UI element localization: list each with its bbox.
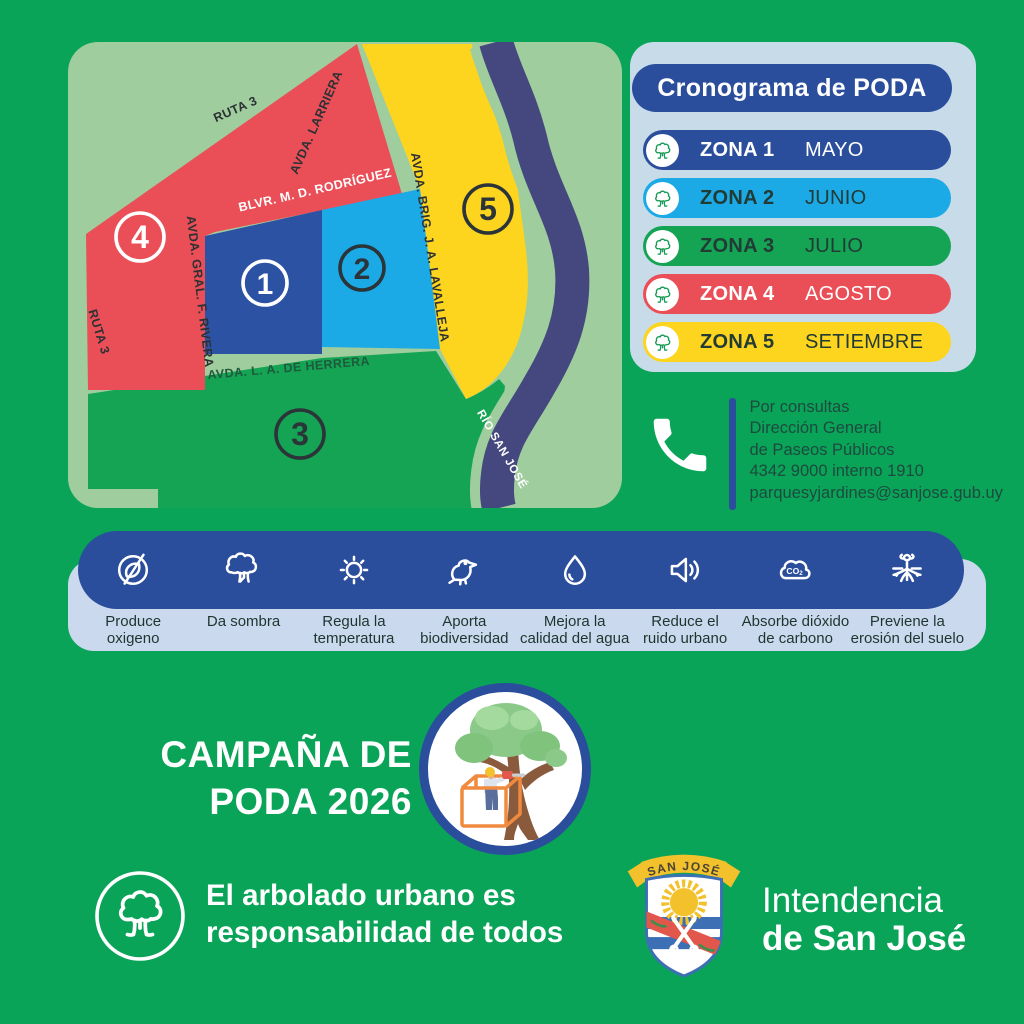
tree-icon bbox=[221, 531, 267, 609]
tree-icon bbox=[646, 325, 679, 359]
benefit-produce-oxigeno: Produce oxigeno bbox=[78, 531, 188, 647]
slogan-line2: responsabilidad de todos bbox=[206, 916, 564, 949]
svg-text:5: 5 bbox=[479, 191, 497, 227]
svg-text:4: 4 bbox=[131, 219, 149, 255]
zone-month: MAYO bbox=[805, 138, 864, 161]
zone-map: 1 2 3 4 5 RUTA 3 AVDA. LARRIERA BLVR. M.… bbox=[68, 42, 622, 508]
svg-text:2: 2 bbox=[354, 253, 371, 286]
speaker-icon bbox=[662, 531, 708, 609]
intendencia-wordmark: Intendencia de San José bbox=[762, 882, 966, 958]
contact-line: Dirección General bbox=[749, 419, 882, 438]
svg-text:1: 1 bbox=[257, 268, 274, 301]
contact-line: Por consultas bbox=[749, 398, 850, 416]
benefit-da-sombra: Da sombra bbox=[188, 531, 298, 647]
benefit-biodiversidad: Aporta biodiversidad bbox=[409, 531, 519, 647]
campaign-title-line2: PODA 2026 bbox=[209, 781, 412, 822]
water-drop-icon bbox=[552, 531, 598, 609]
sun-icon bbox=[331, 531, 377, 609]
campaign-title: CAMPAÑA DE PODA 2026 bbox=[110, 731, 412, 825]
co2-cloud-icon: CO2 bbox=[772, 531, 818, 609]
zone-month: JUNIO bbox=[805, 186, 867, 209]
zone-4-badge: 4 bbox=[114, 211, 166, 263]
zone-3-badge: 3 bbox=[274, 408, 326, 460]
map-zone-4-area bbox=[86, 44, 402, 390]
schedule-row-zone2: ZONA 2 JUNIO bbox=[643, 178, 951, 218]
leaf-oxygen-icon bbox=[110, 531, 156, 609]
benefits-grid: Produce oxigeno Da sombra Regula la temper… bbox=[78, 531, 964, 647]
zone-month: AGOSTO bbox=[805, 282, 893, 305]
zone-1-badge: 1 bbox=[241, 259, 289, 307]
benefit-ruido-urbano: Reduce el ruido urbano bbox=[630, 531, 740, 647]
pruning-worker-illustration bbox=[455, 703, 567, 840]
contact-info: Por consultas Dirección General de Paseo… bbox=[645, 396, 1003, 510]
tree-icon bbox=[646, 229, 679, 263]
zone-month: SETIEMBRE bbox=[805, 330, 924, 353]
tree-icon bbox=[646, 277, 679, 311]
map-zone-1-area bbox=[205, 210, 322, 354]
slogan-line1: El arbolado urbano es bbox=[206, 879, 516, 912]
map-zone-5-area bbox=[362, 44, 528, 399]
zone-month: JULIO bbox=[805, 234, 864, 257]
map-zone-2-area bbox=[322, 189, 440, 349]
campaign-title-line1: CAMPAÑA DE bbox=[160, 734, 412, 775]
zone-2-badge: 2 bbox=[338, 244, 386, 292]
zone-map-graphic: 1 2 3 4 5 RUTA 3 AVDA. LARRIERA BLVR. M.… bbox=[85, 42, 600, 508]
schedule-title: Cronograma de PODA bbox=[632, 64, 952, 112]
zone-5-badge: 5 bbox=[462, 183, 514, 235]
contact-email: parquesyjardines@sanjose.gub.uy bbox=[749, 483, 1003, 502]
schedule-row-zone5: ZONA 5 SETIEMBRE bbox=[643, 322, 951, 362]
contact-phone-number: 4342 9000 interno 1910 bbox=[749, 462, 924, 481]
tree-icon bbox=[646, 181, 679, 215]
schedule-row-zone3: ZONA 3 JULIO bbox=[643, 226, 951, 266]
tree-icon bbox=[646, 133, 679, 167]
zone-label: ZONA 5 bbox=[700, 330, 775, 353]
schedule-row-zone4: ZONA 4 AGOSTO bbox=[643, 274, 951, 314]
benefit-erosion-suelo: Previene la erosión del suelo bbox=[851, 531, 964, 647]
zone-label: ZONA 4 bbox=[700, 282, 775, 305]
contact-line: de Paseos Públicos bbox=[749, 440, 895, 459]
schedule-row-zone1: ZONA 1 MAYO bbox=[643, 130, 951, 170]
tree-circle-icon bbox=[93, 869, 187, 968]
contact-divider bbox=[729, 398, 736, 510]
phone-icon bbox=[645, 396, 717, 500]
pruning-schedule-panel: Cronograma de PODA ZONA 1 MAYO ZONA 2 JU… bbox=[630, 42, 976, 372]
org-line2: de San José bbox=[762, 919, 967, 958]
benefit-regula-temperatura: Regula la temperatura bbox=[299, 531, 409, 647]
campaign-illustration bbox=[419, 683, 591, 855]
zone-label: ZONA 2 bbox=[700, 186, 775, 209]
benefit-absorbe-co2: CO2 Absorbe dióxido de carbono bbox=[740, 531, 850, 647]
san-jose-shield: SAN JOSÉ bbox=[617, 851, 751, 996]
svg-text:3: 3 bbox=[291, 416, 309, 452]
river bbox=[479, 42, 590, 508]
benefit-calidad-agua: Mejora la calidad del agua bbox=[520, 531, 630, 647]
zone-label: ZONA 3 bbox=[700, 234, 775, 257]
svg-text:CO2: CO2 bbox=[787, 566, 804, 577]
bird-icon bbox=[441, 531, 487, 609]
roots-icon bbox=[884, 531, 930, 609]
map-zone-3-area bbox=[88, 351, 505, 508]
zone-label: ZONA 1 bbox=[700, 138, 775, 161]
benefits-icon-bar bbox=[78, 531, 964, 609]
org-line1: Intendencia bbox=[762, 881, 943, 920]
footer-slogan: El arbolado urbano es responsabilidad de… bbox=[206, 877, 563, 951]
